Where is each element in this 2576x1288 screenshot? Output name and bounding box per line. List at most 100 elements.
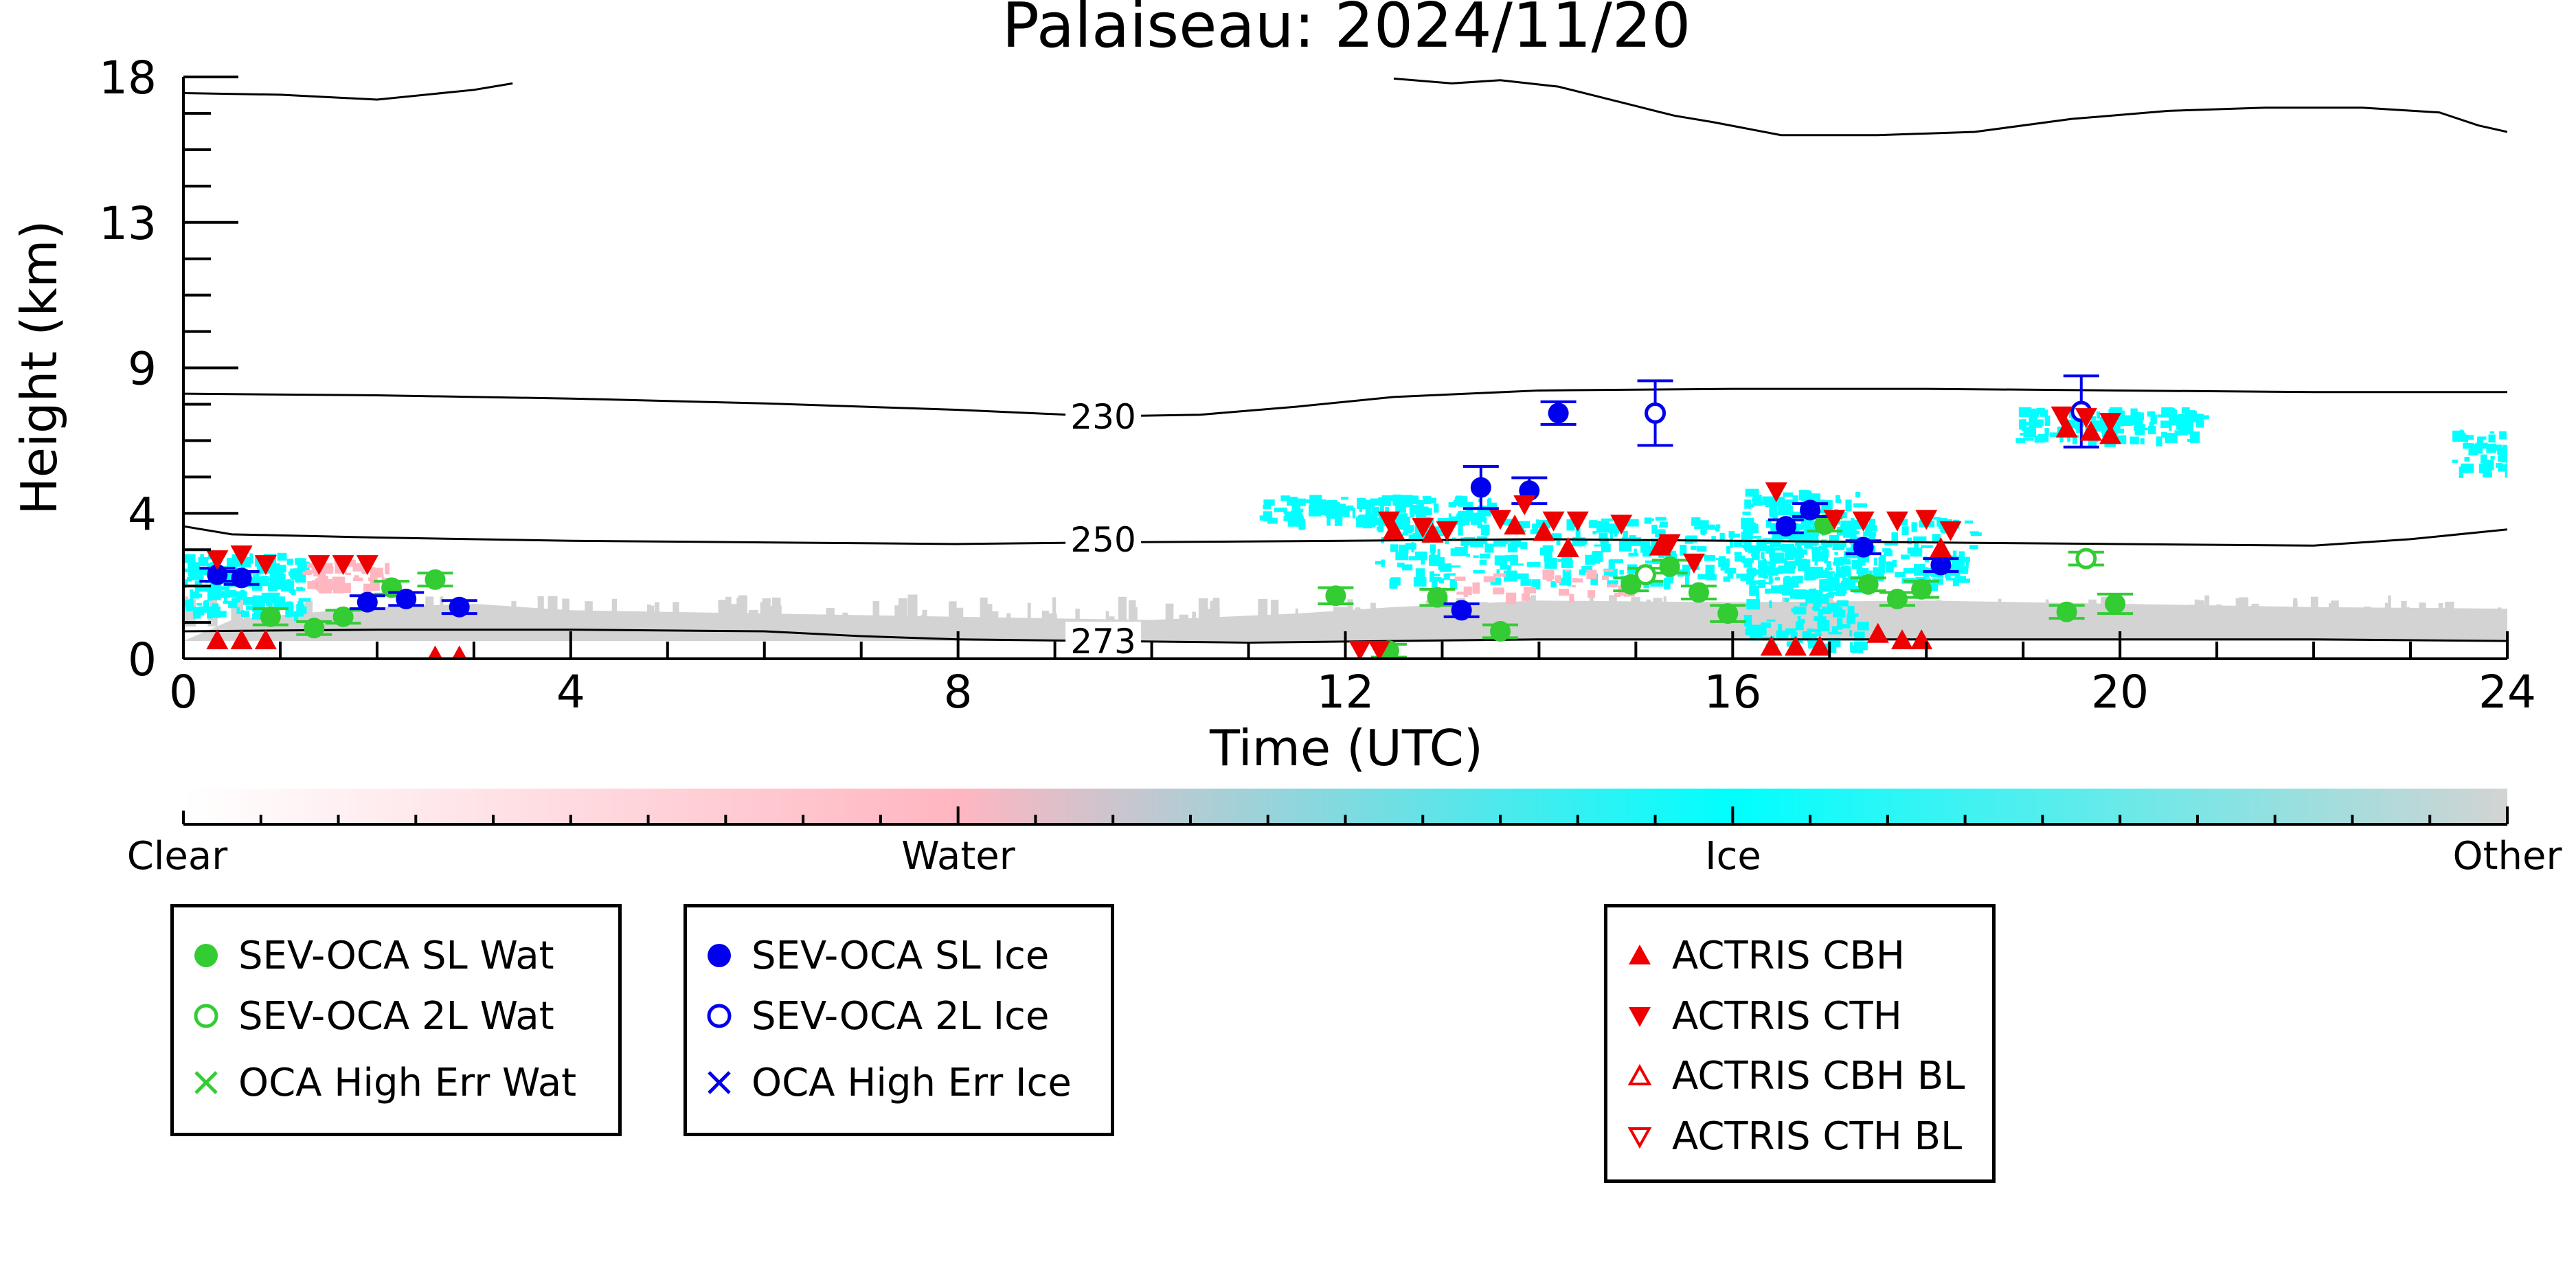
ice-patch (2132, 414, 2140, 420)
ice-patch (1743, 615, 1752, 626)
ice-patch (1742, 532, 1746, 542)
ice-patch (1634, 548, 1637, 556)
ice-patch (2130, 408, 2138, 420)
other-speck (1973, 603, 1980, 626)
ice-patch (1412, 533, 1425, 541)
ice-patch (228, 600, 238, 609)
ice-patch (1651, 524, 1658, 534)
ice-patch (1886, 561, 1894, 573)
ice-patch (1438, 578, 1444, 584)
ice-patch (1365, 512, 1378, 520)
ice-patch (1335, 504, 1346, 507)
other-speck (511, 601, 517, 626)
colorbar-ticks (259, 806, 2509, 824)
ice-patch (1590, 573, 1598, 585)
ice-patch (1829, 577, 1838, 588)
other-speck (914, 623, 917, 626)
ice-patch (1822, 607, 1832, 615)
ice-patch (1761, 622, 1768, 626)
ice-patch (1827, 637, 1841, 646)
ice-patch (1819, 579, 1824, 588)
ice-patch (1263, 511, 1273, 522)
other-speck (1121, 609, 1125, 626)
water-patch (1493, 587, 1505, 595)
marker-sev-oca-sl-ice-5 (1451, 600, 1472, 621)
ice-patch (1607, 580, 1618, 585)
ice-patch (1753, 569, 1760, 575)
ice-patch (1479, 553, 1491, 559)
legend-ice: SEV-OCA SL Ice SEV-OCA 2L Ice OCA High E… (683, 904, 1114, 1136)
ice-patch (1274, 507, 1287, 512)
marker-sev-oca-sl-ice-10 (1800, 499, 1821, 521)
ice-patch (1783, 492, 1794, 497)
ice-patch (1655, 517, 1667, 521)
ice-patch (1326, 517, 1331, 526)
other-speck (2059, 620, 2066, 626)
marker-actris-cbh-19 (1930, 537, 1952, 558)
ice-patch (1855, 492, 1861, 498)
other-speck (922, 609, 927, 626)
ice-patch (2161, 431, 2167, 438)
ice-patch (1432, 574, 1440, 576)
marker-sev-oca-sl-wat-10 (1659, 556, 1680, 577)
ice-patch (1849, 630, 1853, 637)
marker-actris-cbh-2 (254, 629, 277, 650)
other-speck (673, 602, 679, 626)
ice-patch (1839, 569, 1846, 578)
ice-patch (1727, 573, 1734, 579)
ice-patch (252, 574, 256, 581)
marker-actris-cth-5 (356, 555, 379, 576)
ice-patch (1907, 547, 1914, 554)
marker-actris-cbh-0 (206, 629, 229, 650)
ice-patch (2049, 432, 2063, 438)
legend-item-sev-oca-sl-ice: SEV-OCA SL Ice (702, 925, 1049, 986)
ice-patch (1790, 631, 1798, 639)
ice-patch (295, 558, 306, 565)
other-speck (725, 596, 732, 626)
ice-patch (1760, 582, 1770, 585)
ice-patch (1445, 517, 1451, 523)
marker-actris-cth-15 (1682, 553, 1705, 574)
x-tick-label-20: 20 (2091, 666, 2149, 719)
ice-patch (1815, 629, 1822, 633)
marker-actris-cbh-5 (1382, 519, 1405, 540)
ice-patch (277, 552, 287, 561)
ice-patch (1816, 553, 1825, 556)
ice-patch (2459, 466, 2463, 478)
ice-patch (2490, 455, 2495, 460)
ice-patch (1691, 545, 1697, 550)
ice-patch (1694, 526, 1705, 530)
ice-patch (1471, 517, 1482, 525)
ice-patch (1811, 607, 1817, 610)
other-speck (562, 598, 569, 626)
other-speck (907, 594, 918, 626)
ice-patch (1728, 531, 1735, 538)
other-speck (2381, 609, 2386, 626)
marker-actris-cbh-12 (2099, 424, 2122, 444)
ice-patch (195, 569, 207, 576)
ice-patch (1783, 558, 1787, 569)
ice-patch (2020, 433, 2026, 436)
x-tick-label-16: 16 (1704, 666, 1761, 719)
other-speck (2399, 621, 2404, 626)
ice-patch (1744, 499, 1752, 509)
ice-patch (1609, 559, 1623, 563)
ice-patch (1660, 521, 1668, 528)
ice-patch (1733, 533, 1741, 538)
ice-patch (1686, 535, 1697, 543)
ice-patch (2492, 444, 2502, 451)
ice-patch (1430, 550, 1435, 556)
legend-item-actris-cbh: ACTRIS CBH (1623, 925, 1905, 986)
cloud-classification-field (183, 407, 2507, 654)
ice-patch (1726, 545, 1731, 554)
ice-patch (1945, 572, 1951, 578)
ice-patch (1682, 565, 1691, 576)
ice-patch (1456, 513, 1469, 518)
ice-patch (183, 554, 196, 563)
other-speck (990, 611, 995, 626)
ice-patch (1765, 622, 1771, 628)
ice-patch (267, 582, 278, 591)
ice-patch (1952, 578, 1959, 587)
water-patch (1572, 578, 1583, 583)
marker-actris-cth-2 (254, 555, 277, 576)
